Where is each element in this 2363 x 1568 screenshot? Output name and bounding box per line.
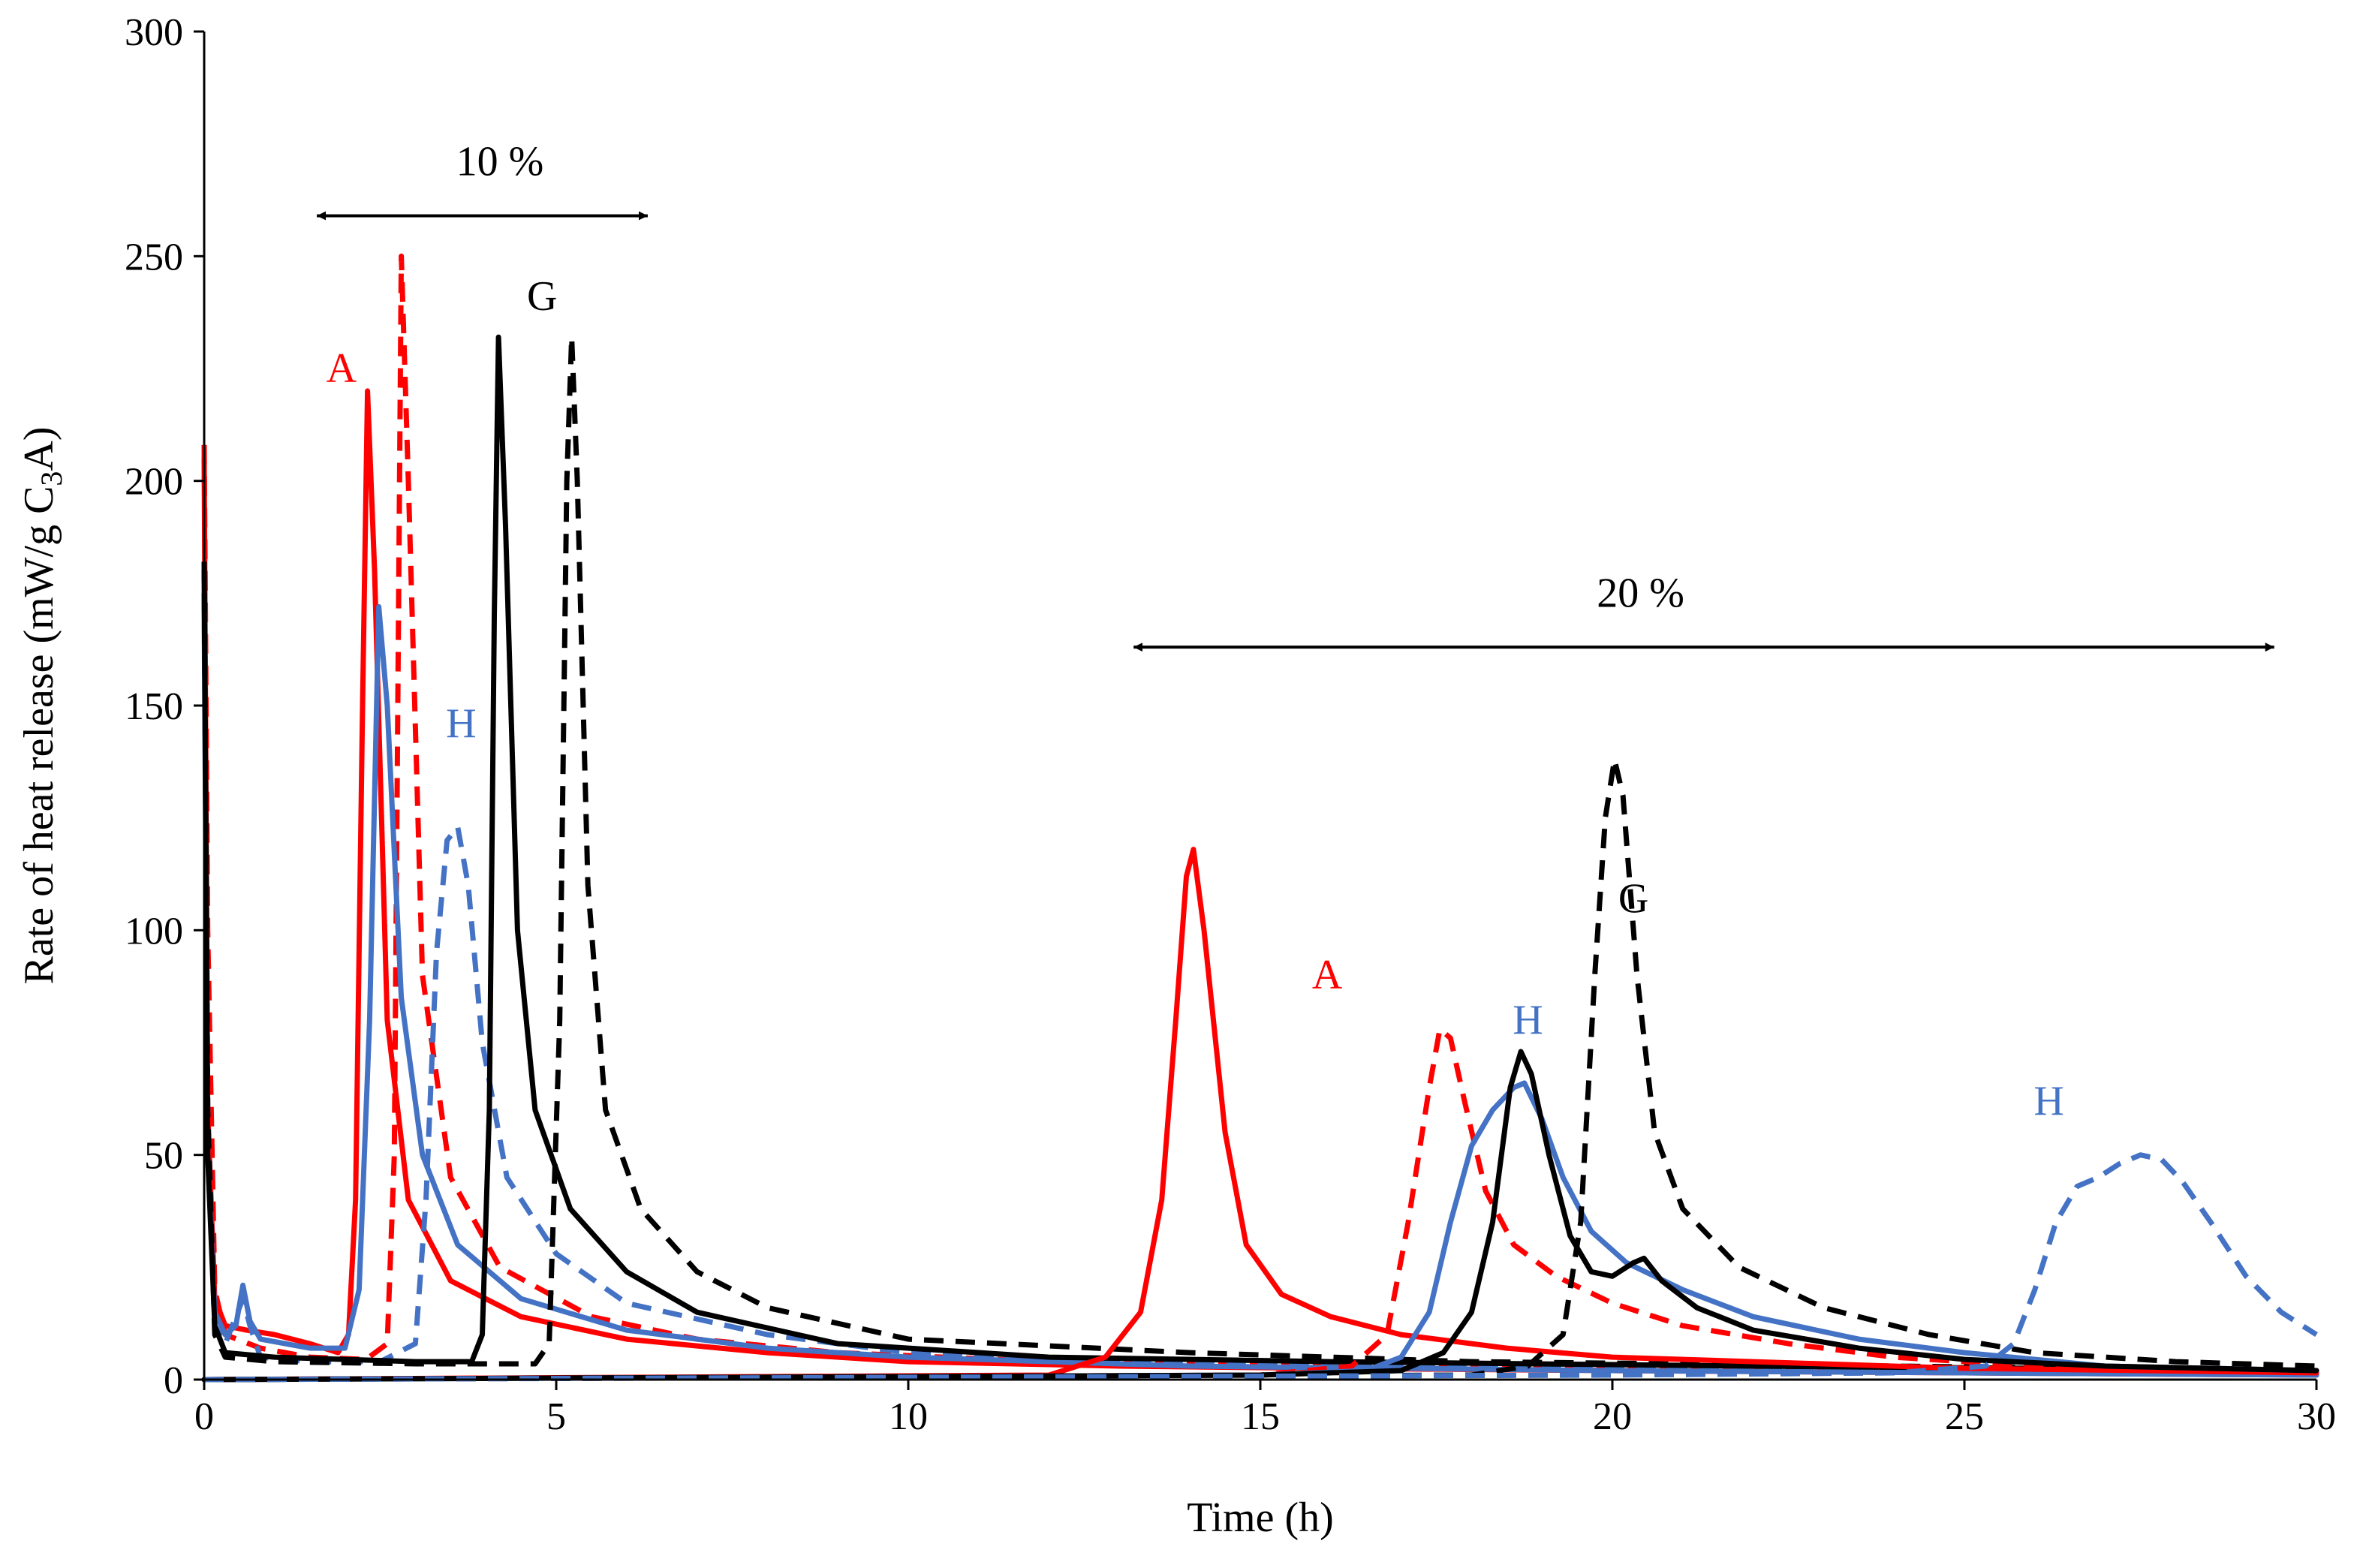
series-line-9 [201, 1049, 2319, 1383]
series-line-0 [201, 388, 2319, 1378]
series-line-10 [203, 757, 2317, 1383]
y-axis-title-end: A) [16, 426, 62, 471]
x-tick-label: 15 [1241, 1395, 1280, 1438]
series-line-5 [201, 334, 2317, 1374]
annotation-layer: 10 % 20 % A G H A G H H [317, 139, 2274, 1124]
y-axis-title: Rate of heat release (mW/g C3A) [16, 426, 68, 984]
y-tick-label: 150 [125, 685, 183, 728]
curve-label-5: H [1513, 997, 1543, 1043]
y-tick-label: 100 [125, 910, 183, 953]
y-tick-label: 0 [164, 1359, 183, 1402]
curve-label-2: H [446, 700, 476, 747]
y-tick-label: 200 [125, 461, 183, 504]
y-axis-title-subscript: 3 [35, 471, 68, 486]
series-line-8 [201, 1080, 2319, 1383]
series-line-7 [203, 1026, 2317, 1383]
y-tick-label: 300 [125, 11, 183, 54]
y-tick-label: 250 [125, 236, 183, 278]
series-line-4 [201, 334, 2319, 1374]
curve-label-0: A [327, 345, 357, 392]
y-axis-title-main: Rate of heat release (mW/g C [16, 486, 62, 985]
x-tick-label: 25 [1945, 1395, 1984, 1438]
series-line-11 [203, 1152, 2318, 1383]
x-tick-label: 30 [2297, 1395, 2336, 1438]
curve-label-3: A [1312, 952, 1343, 998]
x-axis-title: Time (h) [1187, 1494, 1334, 1541]
y-tick-label: 50 [144, 1135, 183, 1178]
axes-layer [203, 32, 2316, 1381]
series-line-6 [201, 847, 2319, 1383]
curve-label-1: G [527, 273, 557, 320]
series-line-1 [201, 253, 2317, 1376]
x-tick-label: 20 [1593, 1395, 1632, 1438]
arrow-20-label: 20 % [1597, 570, 1684, 616]
curve-label-6: H [2033, 1078, 2063, 1124]
curve-label-4: G [1618, 875, 1648, 922]
x-tick-label: 5 [546, 1395, 566, 1438]
series-layer [201, 253, 2319, 1383]
arrow-10-label: 10 % [456, 139, 544, 185]
x-tick-label: 0 [194, 1395, 214, 1438]
x-tick-label: 10 [889, 1395, 928, 1438]
series-line-3 [201, 593, 2317, 1376]
series-line-2 [201, 603, 2319, 1378]
